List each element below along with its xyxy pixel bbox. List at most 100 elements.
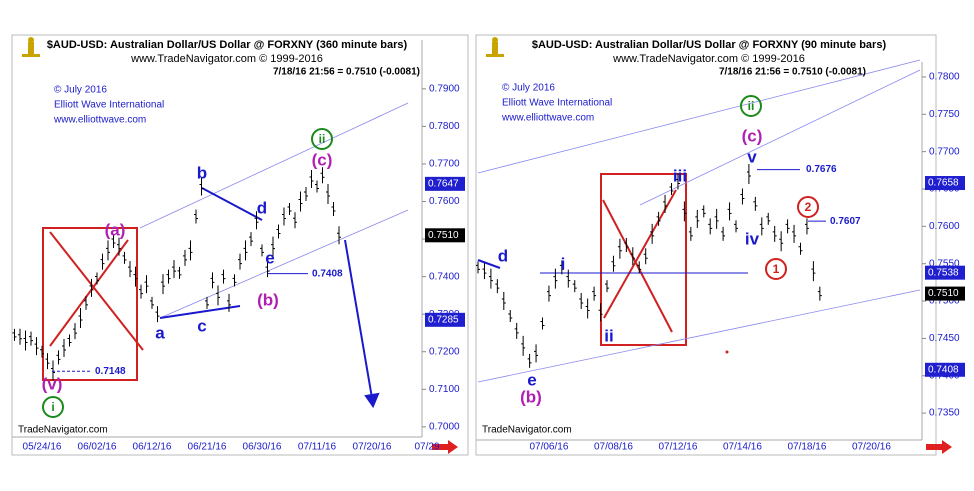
- price-bar: [637, 261, 642, 274]
- y-tick-label: 0.7700: [929, 146, 960, 157]
- x-tick-label: 07/20/16: [353, 442, 392, 453]
- price-bar: [559, 260, 564, 275]
- price-bar: [106, 240, 110, 261]
- x-tick-label: 06/02/16: [78, 442, 117, 453]
- price-bar: [337, 226, 341, 245]
- wave-circle: [42, 396, 64, 418]
- price-bar: [243, 240, 248, 261]
- price-bar: [34, 337, 39, 356]
- price-bar: [617, 238, 622, 259]
- price-bar: [734, 220, 738, 233]
- x-tick-label: 06/30/16: [243, 442, 282, 453]
- price-bar: [663, 194, 668, 213]
- dot: [725, 350, 729, 354]
- price-bar: [759, 217, 764, 236]
- price-bar: [161, 274, 165, 295]
- wave-label: c: [197, 316, 206, 335]
- wave-label: a: [155, 323, 165, 342]
- price-marker: [925, 286, 965, 301]
- price-bar: [40, 345, 44, 358]
- price-bar: [675, 173, 680, 190]
- price-bar: [122, 251, 127, 264]
- panel: [11, 34, 469, 456]
- level-label: 0.7676: [806, 164, 837, 175]
- subtitle: www.TradeNavigator.com © 1999-2016: [612, 53, 805, 65]
- x-tick-label: 07/29: [414, 442, 439, 453]
- price-bar: [630, 247, 635, 266]
- price-bar: [579, 293, 584, 310]
- y-tick-label: 0.7550: [929, 258, 960, 269]
- wave-label: d: [257, 198, 267, 217]
- red-box: [42, 173, 687, 381]
- logo-icon: [22, 37, 504, 57]
- price-bar: [714, 208, 719, 229]
- price-marker-label: 0.7285: [428, 314, 459, 325]
- price-bar: [746, 164, 751, 185]
- wave-label: iv: [745, 229, 760, 248]
- price-bar: [753, 196, 758, 211]
- price-marker-label: 0.7408: [928, 364, 959, 375]
- price-bar: [172, 260, 176, 279]
- wave-label: (c): [312, 150, 333, 169]
- price-bar: [23, 330, 28, 351]
- price-bar: [128, 261, 132, 278]
- price-bar: [501, 292, 506, 311]
- wave-label: (v): [42, 374, 63, 393]
- subtitle: www.TradeNavigator.com © 1999-2016: [130, 53, 323, 65]
- price-bar: [309, 169, 314, 188]
- wave-label: ii: [319, 132, 326, 146]
- price-bar: [624, 238, 629, 253]
- credit: www.elliottwave.com: [53, 115, 146, 126]
- wave-label: 1: [773, 262, 780, 276]
- y-tick-label: 0.7600: [929, 221, 960, 232]
- price-bar: [650, 223, 655, 244]
- price-bar: [56, 350, 61, 365]
- price-bar: [682, 201, 687, 222]
- level-label: 0.7408: [312, 268, 343, 279]
- price-bar: [611, 255, 616, 272]
- price-bar: [51, 360, 55, 381]
- price-bar: [254, 211, 259, 230]
- price-bar: [817, 286, 822, 301]
- wave-label: e: [265, 248, 274, 267]
- price-bar: [227, 293, 231, 312]
- price-bar: [67, 334, 72, 347]
- wave-label: v: [747, 147, 757, 166]
- price-marker: [925, 176, 965, 191]
- chart-title: $AUD-USD: Australian Dollar/US Dollar @ …: [532, 39, 887, 51]
- price-bar: [287, 203, 292, 216]
- y-tick-label: 0.7600: [429, 196, 460, 207]
- credit: © July 2016: [502, 83, 555, 94]
- price-bar: [150, 296, 154, 309]
- price-bar: [572, 280, 577, 293]
- wave-label: b: [197, 163, 207, 182]
- price-marker: [925, 265, 965, 280]
- price-bar: [298, 191, 303, 212]
- channel-line: [139, 59, 921, 383]
- credit: www.elliottwave.com: [501, 113, 594, 124]
- price-bar: [740, 188, 745, 205]
- x-tick-label: 07/11/16: [298, 442, 337, 453]
- price-bar: [495, 279, 500, 294]
- wave-label: iii: [673, 166, 687, 185]
- price-bar: [177, 266, 182, 279]
- x-tick-label: 07/14/16: [723, 442, 762, 453]
- price-bar: [304, 186, 308, 201]
- wave-label: i: [51, 400, 54, 414]
- y-tick-label: 0.7450: [929, 333, 960, 344]
- price-bar: [62, 338, 66, 357]
- price-bar: [111, 233, 116, 248]
- price-marker-label: 0.7510: [428, 230, 459, 241]
- wave-label: i: [561, 254, 566, 273]
- price-bar: [133, 266, 138, 287]
- price-bar: [260, 244, 264, 257]
- price-bar: [78, 307, 83, 328]
- price-bar: [566, 269, 571, 288]
- price-bar: [282, 207, 286, 226]
- level-label: 0.7148: [95, 366, 126, 377]
- price-marker-label: 0.7538: [928, 267, 959, 278]
- price-bar: [271, 236, 275, 257]
- price-bar: [12, 328, 17, 341]
- y-tick-label: 0.7350: [929, 408, 960, 419]
